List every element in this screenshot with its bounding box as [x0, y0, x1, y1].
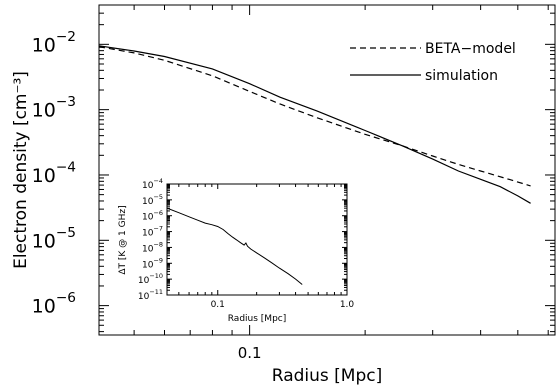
main-plot: 10−2 10−3 10−4 10−5 10−6 0.1 Radius [Mpc] El…	[11, 4, 556, 386]
legend-label-simulation: simulation	[425, 68, 498, 84]
series-line-beta-model	[98, 46, 531, 187]
main-y-tick-label: 10−3	[32, 94, 76, 121]
inset-y-tick-label: 10−4	[142, 177, 163, 191]
main-x-tick-label: 0.1	[238, 344, 262, 362]
main-minor-ticks	[99, 4, 555, 335]
inset-x-tick-label: 1.0	[340, 300, 355, 310]
main-y-tick-label: 10−5	[32, 225, 76, 252]
inset-series-line	[166, 207, 303, 285]
inset-series-group	[166, 207, 303, 285]
main-y-axis-label: Electron density [cm⁻³]	[11, 71, 31, 269]
main-y-tick-labels: 10−2 10−3 10−4 10−5 10−6	[32, 29, 76, 318]
inset-plot: 10−4 10−5 10−6 10−710−8 10−9 10−10 10−11 0.1 1.…	[118, 177, 354, 324]
main-plot-frame	[98, 4, 556, 336]
main-x-tick-labels: 0.1	[238, 344, 262, 362]
main-series-group	[98, 45, 531, 204]
inset-y-tick-labels: 10−4 10−5 10−6 10−710−8 10−9 10−10 10−11	[138, 177, 163, 302]
main-y-tick-label: 10−6	[32, 290, 76, 317]
series-line-simulation	[98, 45, 531, 204]
inset-y-axis-label: ΔT [K @ 1 GHz]	[118, 205, 128, 274]
inset-y-tick-label: 10−5	[142, 193, 163, 207]
legend-label-beta-model: BETA−model	[425, 41, 516, 57]
inset-y-tick-label: 10−7	[142, 225, 163, 239]
inset-plot-frame	[166, 183, 348, 296]
main-y-tick-label: 10−4	[32, 160, 76, 187]
main-y-tick-label: 10−2	[32, 29, 76, 56]
legend: BETA−model simulation	[350, 41, 516, 84]
main-x-axis-label: Radius [Mpc]	[272, 366, 382, 386]
inset-y-tick-label: 10−11	[138, 288, 163, 302]
inset-y-tick-label: 10−6	[142, 209, 163, 223]
inset-y-tick-label: 10−9	[142, 256, 163, 270]
inset-x-tick-labels: 0.1 1.0	[211, 300, 355, 310]
inset-y-tick-label: 10−10	[138, 272, 163, 286]
inset-x-axis-label: Radius [Mpc]	[228, 314, 287, 324]
inset-minor-ticks	[167, 183, 348, 296]
inset-x-tick-label: 0.1	[211, 300, 225, 310]
inset-y-tick-label: 10−8	[142, 240, 163, 254]
